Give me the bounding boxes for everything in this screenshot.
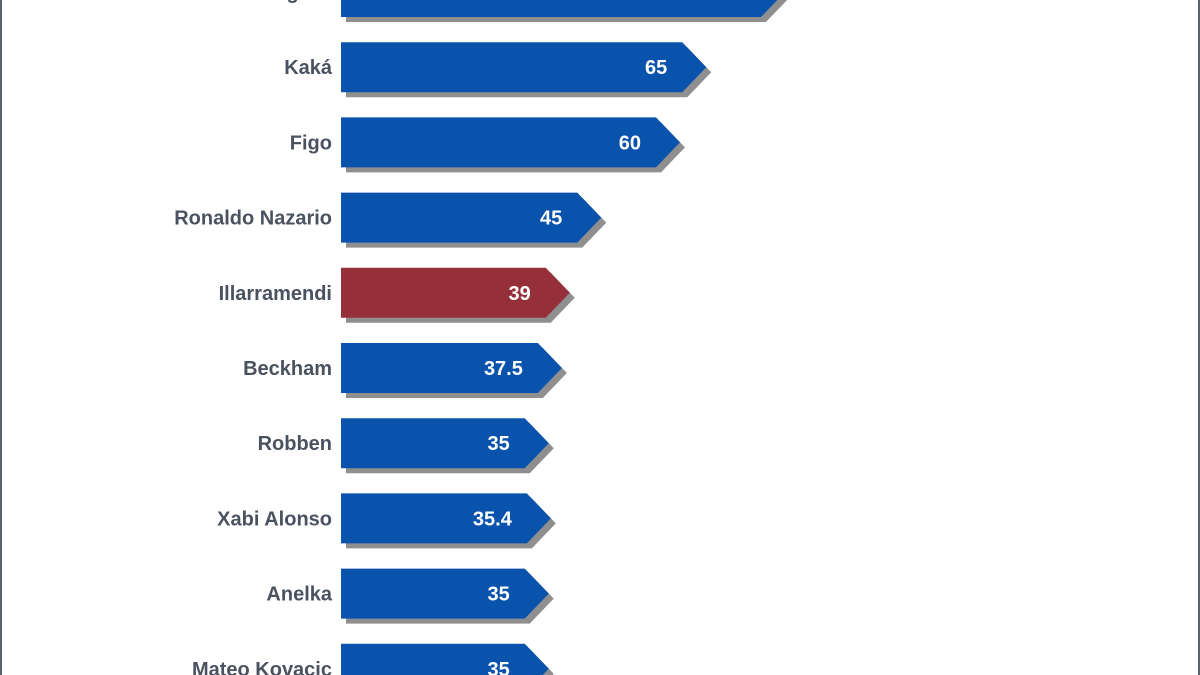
value-label: 65 <box>645 57 667 79</box>
category-label: Ronaldo Nazario <box>174 208 332 230</box>
bar-anelka <box>341 568 549 619</box>
bar-ronaldo-nazario <box>341 192 602 243</box>
bar-group-anelka: Anelka 35 <box>266 568 554 624</box>
category-label: Anelka <box>266 584 332 606</box>
category-label: Robben <box>258 433 332 455</box>
value-label: 60 <box>619 132 641 154</box>
category-label: Beckham <box>243 358 332 380</box>
bar-mateo-kovacic <box>341 643 549 675</box>
bar-kaka <box>341 42 707 93</box>
value-label: 39 <box>509 283 531 305</box>
bar-group-beckham: Beckham 37.5 <box>243 343 567 398</box>
value-label: 35 <box>488 659 510 675</box>
category-label: Mateo Kovacic <box>192 659 332 675</box>
bar-group-james-rodriguez: James Rodriguez 80 <box>166 0 788 22</box>
value-label: 35 <box>488 433 510 455</box>
value-label: 35.4 <box>473 508 513 530</box>
bar-group-robben: Robben 35 <box>258 418 554 474</box>
bar-group-illarramendi: Illarramendi 39 <box>219 267 575 323</box>
bar-illarramendi <box>341 267 570 318</box>
category-label: Kaká <box>284 57 333 79</box>
bar-group-mateo-kovacic: Mateo Kovacic 35 <box>192 643 554 675</box>
category-label: Illarramendi <box>219 283 332 305</box>
category-label: Xabi Alonso <box>217 508 332 530</box>
value-label: 80 <box>724 0 746 4</box>
value-label: 45 <box>540 208 562 230</box>
bar-beckham <box>341 343 562 393</box>
bar-group-ronaldo-nazario: Ronaldo Nazario 45 <box>174 192 607 248</box>
category-label: James Rodriguez <box>166 0 332 4</box>
bar-james-rodriguez <box>341 0 778 17</box>
bar-group-figo: Figo 60 <box>290 117 685 173</box>
bar-group-kaka: Kaká 65 <box>284 42 712 98</box>
value-label: 35 <box>488 584 510 606</box>
bar-figo <box>341 117 680 168</box>
bar-group-xabi-alonso: Xabi Alonso 35.4 <box>217 493 556 549</box>
bar-robben <box>341 418 549 469</box>
bar-xabi-alonso <box>341 493 551 544</box>
value-label: 37.5 <box>484 358 523 380</box>
category-label: Figo <box>290 132 332 154</box>
